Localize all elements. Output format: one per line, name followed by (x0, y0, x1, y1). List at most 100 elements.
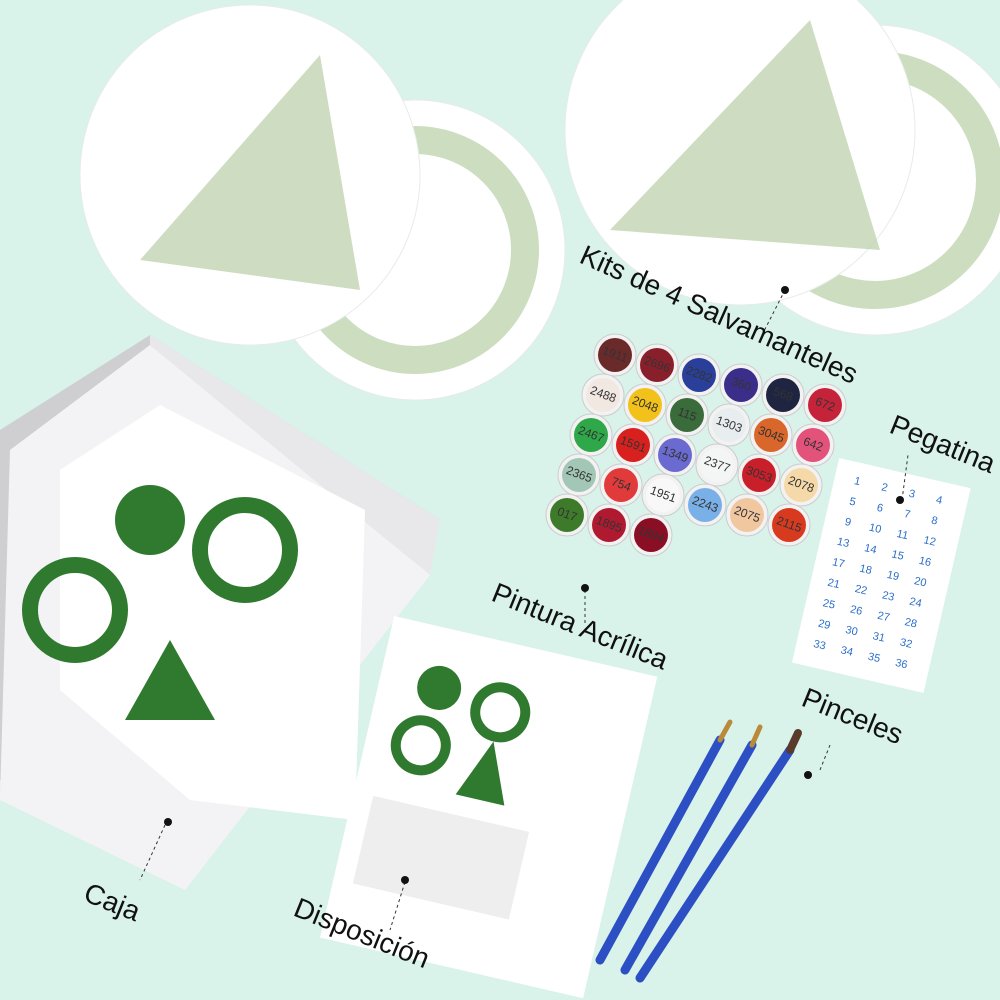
pot-paint (646, 478, 680, 512)
paint-pot: 2282 (677, 353, 721, 397)
paint-pot: 2365 (557, 453, 601, 497)
pot-paint (598, 338, 632, 372)
pot-paint (712, 408, 746, 442)
pot-paint (586, 378, 620, 412)
box (0, 335, 440, 890)
sticker-number: 5 (848, 496, 857, 509)
pot-paint (766, 378, 800, 412)
paint-pot: 2243 (683, 483, 727, 527)
pot-number: 642 (801, 434, 825, 454)
sticker-number: 14 (863, 542, 878, 556)
paint-pot: 2488 (581, 373, 625, 417)
sticker-number: 20 (913, 575, 928, 589)
pot-paint (808, 388, 842, 422)
pointers (139, 286, 909, 931)
sticker-number: 30 (844, 624, 859, 638)
pot-paint (628, 388, 662, 422)
pot-paint (772, 508, 806, 542)
pot-number: 360 (729, 374, 753, 394)
paint-pot: 3045 (749, 413, 793, 457)
sticker-number: 23 (881, 589, 896, 603)
paint-pot: 1951 (641, 473, 685, 517)
sticker-number: 21 (826, 577, 841, 591)
pot-paint (754, 418, 788, 452)
sticker-number: 4 (935, 494, 944, 507)
pot-paint (658, 438, 692, 472)
sticker-number: 7 (903, 508, 912, 521)
sticker-number: 18 (858, 563, 873, 577)
paint-pot: 2467 (569, 413, 613, 457)
sticker-number: 2 (880, 481, 889, 494)
sticker-number: 1 (853, 475, 862, 488)
sticker-number: 28 (903, 616, 918, 630)
paint-pot: 1303 (707, 403, 751, 447)
sticker-number: 12 (922, 534, 937, 548)
pot-paint (592, 508, 626, 542)
sticker-number: 9 (844, 516, 853, 529)
pot-paint (562, 458, 596, 492)
sticker-number: 8 (930, 514, 939, 527)
sticker-number: 25 (822, 597, 837, 611)
pot-paint (616, 428, 650, 462)
sticker-number: 17 (831, 556, 846, 570)
paint-pot: 1591 (611, 423, 655, 467)
pot-paint (682, 358, 716, 392)
sticker-number: 11 (896, 528, 910, 542)
sticker-number: 22 (854, 583, 869, 597)
paint-pot: 115 (665, 393, 709, 437)
sticker-number: 26 (849, 603, 864, 617)
pot-paint (640, 348, 674, 382)
paint-pot: 2078 (779, 463, 823, 507)
sticker-number: 24 (908, 596, 923, 610)
pot-paint (784, 468, 818, 502)
paint-pot: 360 (719, 363, 763, 407)
sticker-number: 3 (908, 488, 917, 501)
sticker-number: 6 (876, 502, 885, 515)
pot-paint (742, 458, 776, 492)
pot-number: 017 (555, 504, 579, 524)
paint-pot: 1894 (629, 513, 673, 557)
sticker-number: 35 (867, 651, 882, 665)
paint-pot: 2048 (623, 383, 667, 427)
paint-pot: 2115 (767, 503, 811, 547)
paint-pot: 2377 (695, 443, 739, 487)
sticker-number: 36 (894, 657, 909, 671)
sticker-number: 16 (918, 555, 933, 569)
layout-sheet (319, 615, 658, 999)
sticker-number: 31 (871, 630, 886, 644)
paint-pot: 1911 (593, 333, 637, 377)
pot-number: 754 (609, 474, 633, 494)
pot-paint (574, 418, 608, 452)
sticker-number: 34 (839, 644, 854, 658)
paint-pot: 1349 (653, 433, 697, 477)
pot-paint (688, 488, 722, 522)
sticker-number: 29 (817, 618, 832, 632)
coasters (79, 0, 1000, 401)
sticker-number: 19 (886, 569, 901, 583)
sticker-number: 15 (890, 548, 905, 562)
paint-pots: 1911 2696 2282 360 568 672 2488 2048 115 1303 3045… (545, 333, 847, 557)
pot-number: 568 (771, 384, 795, 404)
paint-pot: 1895 (587, 503, 631, 547)
paint-pot: 3053 (737, 453, 781, 497)
pot-paint (700, 448, 734, 482)
paint-pot: 017 (545, 493, 589, 537)
pot-number: 115 (676, 404, 699, 424)
paint-pot: 2696 (635, 343, 679, 387)
sticker-number: 10 (868, 522, 883, 536)
sticker-number: 32 (899, 637, 914, 651)
pot-paint (604, 468, 638, 502)
pot-paint (634, 518, 668, 552)
brushes (595, 719, 802, 983)
sticker-number: 33 (812, 638, 827, 652)
paint-pot: 672 (803, 383, 847, 427)
sticker-number: 27 (876, 610, 891, 624)
pot-paint (550, 498, 584, 532)
paint-pot: 2075 (725, 493, 769, 537)
pot-paint (730, 498, 764, 532)
paint-pot: 642 (791, 423, 835, 467)
paint-pot: 754 (599, 463, 643, 507)
